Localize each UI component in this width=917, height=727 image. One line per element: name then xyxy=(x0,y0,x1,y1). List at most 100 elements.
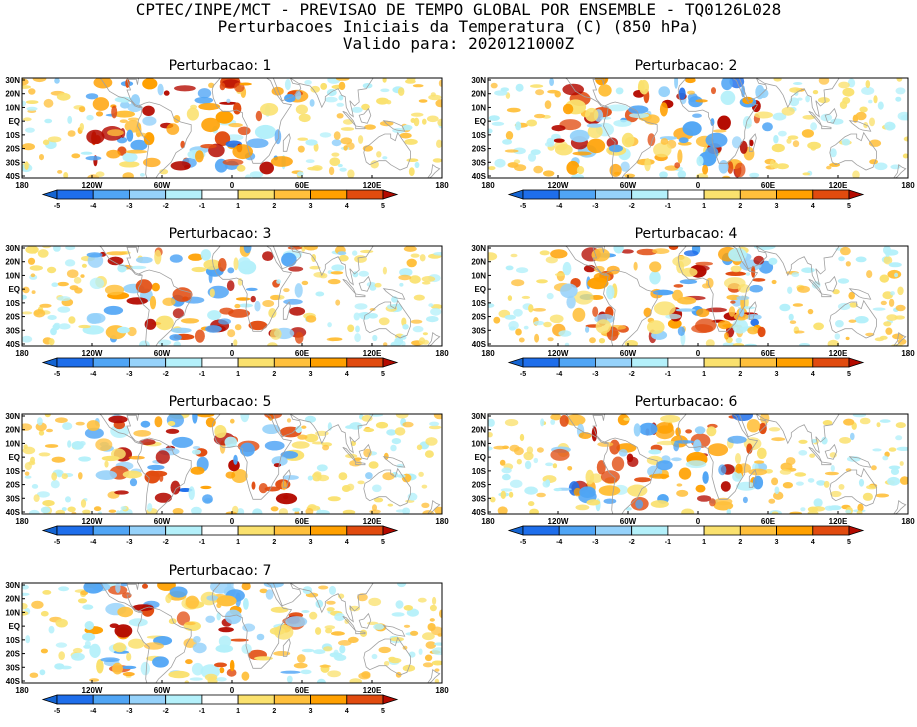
perturbation-blob xyxy=(188,486,195,500)
perturbation-blob xyxy=(884,121,896,131)
perturbation-blob xyxy=(418,471,424,477)
coastline xyxy=(137,101,192,178)
perturbation-blob xyxy=(236,508,245,514)
perturbation-blob xyxy=(794,472,807,477)
lon-label: 180 xyxy=(481,349,495,358)
perturbation-blob xyxy=(753,246,776,250)
perturbation-blob xyxy=(352,271,359,278)
colorbar-label: -1 xyxy=(665,371,671,378)
perturbation-blob xyxy=(79,123,85,131)
perturbation-blob xyxy=(558,330,572,337)
perturbation-blob xyxy=(55,642,68,648)
perturbation-blob xyxy=(734,162,746,178)
perturbation-blob xyxy=(705,339,715,346)
perturbation-blob xyxy=(202,494,213,504)
colorbar-label: 2 xyxy=(738,371,742,378)
perturbation-blob xyxy=(71,652,85,661)
colorbar-label: -2 xyxy=(163,203,169,210)
perturbation-blob xyxy=(241,671,250,681)
perturbation-blob xyxy=(154,492,172,503)
lat-label: 10N xyxy=(5,608,20,617)
perturbation-blob xyxy=(282,475,299,480)
coastline xyxy=(821,125,832,130)
perturbation-blob xyxy=(383,452,389,460)
perturbation-blob xyxy=(773,134,779,144)
colorbar-label: 1 xyxy=(702,203,706,210)
perturbation-blob xyxy=(305,315,317,323)
colorbar-segment xyxy=(703,357,741,368)
perturbation-blob xyxy=(281,252,297,267)
colorbar-segment xyxy=(776,189,814,200)
perturbation-blob xyxy=(414,161,420,169)
perturbation-blob xyxy=(747,326,759,335)
perturbation-blob xyxy=(762,122,773,132)
perturbation-blob xyxy=(509,479,523,488)
colorbar-label: 5 xyxy=(847,203,851,210)
perturbation-blob xyxy=(681,508,695,514)
perturbation-blob xyxy=(613,246,624,254)
coastline xyxy=(342,446,357,463)
perturbation-blob xyxy=(208,270,213,284)
perturbation-blob xyxy=(244,174,252,178)
colorbar-label: -1 xyxy=(665,203,671,210)
panel-title: Perturbacao: 2 xyxy=(634,58,738,74)
perturbation-blob xyxy=(95,470,118,480)
colorbar-label: -5 xyxy=(54,371,60,378)
colorbar-segment xyxy=(631,525,669,536)
perturbation-blob xyxy=(771,511,779,514)
coastline xyxy=(829,467,877,507)
perturbation-blob xyxy=(848,291,855,300)
perturbation-blob xyxy=(333,131,341,140)
perturbation-blob xyxy=(830,490,842,498)
perturbation-blob xyxy=(119,119,128,123)
perturbation-blob xyxy=(773,491,784,500)
lon-label: 0 xyxy=(230,349,235,358)
perturbation-blob xyxy=(426,316,439,323)
perturbation-blob xyxy=(754,111,773,119)
perturbation-blob xyxy=(324,96,338,103)
perturbation-blob xyxy=(702,471,709,484)
lon-label: 120E xyxy=(363,349,382,358)
perturbation-blob xyxy=(352,250,358,256)
perturbation-blob xyxy=(125,149,148,154)
perturbation-blob xyxy=(493,316,501,324)
lon-label: 0 xyxy=(230,517,235,526)
perturbation-blob xyxy=(297,145,305,153)
perturbation-blob xyxy=(739,140,748,154)
lon-label: 0 xyxy=(696,349,701,358)
perturbation-blob xyxy=(311,165,323,171)
perturbation-blob xyxy=(297,654,306,663)
perturbation-blob xyxy=(507,162,519,168)
perturbation-blob xyxy=(328,585,337,595)
perturbation-blob xyxy=(229,638,249,642)
coastline xyxy=(427,499,441,514)
perturbation-blob xyxy=(233,102,242,115)
perturbation-blob xyxy=(22,335,33,343)
perturbation-blob xyxy=(370,160,379,169)
lon-label: 120W xyxy=(548,517,569,526)
perturbation-blob xyxy=(897,286,904,296)
perturbation-blob xyxy=(552,463,558,469)
perturbation-field xyxy=(22,583,442,683)
perturbation-blob xyxy=(897,338,907,345)
perturbation-blob xyxy=(838,256,845,262)
lon-label: 180 xyxy=(481,181,495,190)
perturbation-blob xyxy=(515,121,522,131)
coastline xyxy=(829,299,877,339)
perturbation-blob xyxy=(214,131,231,146)
colorbar-segment xyxy=(812,357,850,368)
valid-time: Valido para: 2020121000Z xyxy=(342,34,575,53)
perturbation-blob xyxy=(513,308,523,317)
perturbation-blob xyxy=(284,79,291,91)
perturbation-blob xyxy=(382,472,395,481)
perturbation-blob xyxy=(728,306,736,317)
perturbation-blob xyxy=(57,296,71,302)
perturbation-blob xyxy=(896,78,903,82)
perturbation-blob xyxy=(22,143,35,151)
perturbation-blob xyxy=(810,122,817,131)
perturbation-blob xyxy=(85,156,102,161)
colorbar-arrow-high xyxy=(382,189,399,200)
perturbation-blob xyxy=(85,93,99,100)
perturbation-blob xyxy=(674,162,681,169)
